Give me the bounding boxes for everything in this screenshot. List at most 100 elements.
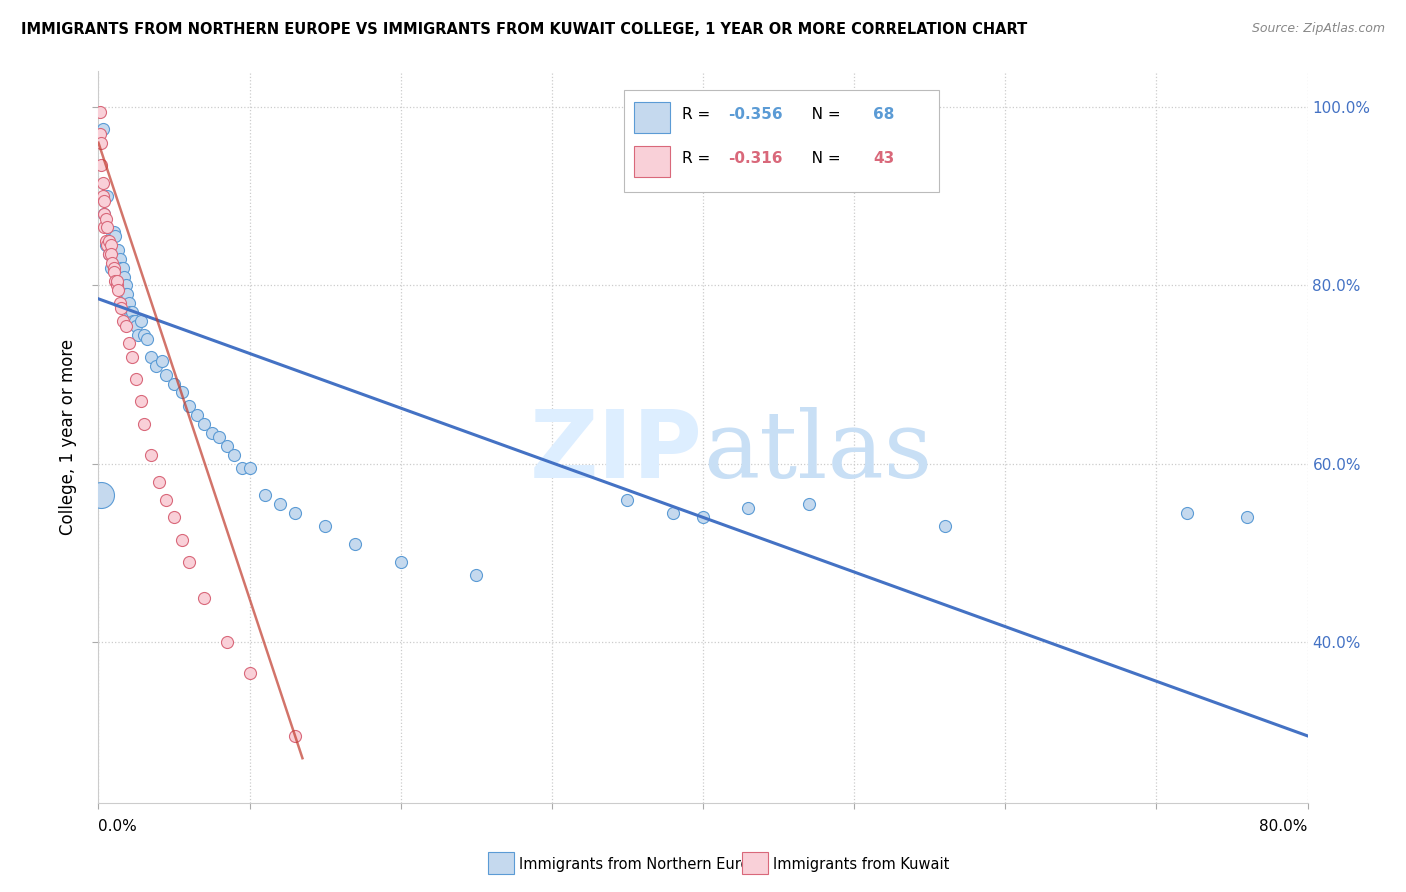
Point [98,247,121,261]
Point [90,488,112,502]
Point [150,354,173,368]
Bar [488,852,515,874]
Point [101,256,124,270]
Y-axis label: College, 1 year or more: College, 1 year or more [59,339,77,535]
Point [737,501,759,516]
Point [111,278,134,293]
Point [616,492,638,507]
Bar [634,146,671,177]
Point [129,394,152,409]
Point [105,243,128,257]
Point [179,555,201,569]
Point [155,368,177,382]
Point [215,635,238,649]
Point [179,399,201,413]
Point [661,506,683,520]
Point [284,729,307,743]
Point [98,234,121,248]
Point [145,359,167,373]
Point [121,305,143,319]
Point [193,417,215,431]
Point [93,220,115,235]
Text: N =: N = [797,107,846,122]
Point [125,318,148,333]
Point [91,176,114,190]
Bar [742,852,768,874]
Point [118,336,141,351]
Point [105,256,128,270]
Point [101,229,124,244]
Text: IMMIGRANTS FROM NORTHERN EUROPE VS IMMIGRANTS FROM KUWAIT COLLEGE, 1 YEAR OR MOR: IMMIGRANTS FROM NORTHERN EUROPE VS IMMIG… [21,22,1028,37]
Point [101,243,124,257]
Point [125,372,148,386]
Point [692,510,714,524]
Point [208,430,231,444]
Point [170,385,193,400]
Text: atlas: atlas [703,407,932,497]
Point [98,247,121,261]
Point [111,260,134,275]
Point [93,194,115,208]
Point [465,568,488,582]
Point [100,260,122,275]
Point [253,488,276,502]
Point [193,591,215,605]
Point [215,439,238,453]
Point [100,247,122,261]
Point [163,510,186,524]
Point [94,211,117,226]
Point [104,260,127,275]
Bar [634,102,671,133]
Point [121,350,143,364]
Point [107,283,129,297]
Point [112,269,135,284]
Point [284,506,307,520]
Point [100,238,122,252]
Point [105,278,128,293]
Point [110,278,132,293]
Point [108,278,131,293]
Point [107,243,129,257]
Point [132,327,155,342]
Point [155,492,177,507]
Point [118,296,141,310]
Point [108,296,131,310]
Point [104,229,127,244]
Point [89,104,111,119]
Point [135,332,157,346]
Point [797,497,820,511]
Point [90,136,112,150]
Point [934,519,956,533]
Point [94,234,117,248]
Text: 43: 43 [873,151,894,166]
Point [96,238,118,252]
Point [103,243,125,257]
Point [94,238,117,252]
Point [186,408,208,422]
Point [314,519,336,533]
Point [103,265,125,279]
Point [107,269,129,284]
Point [129,314,152,328]
Point [90,158,112,172]
Point [141,448,163,462]
Point [148,475,170,489]
Point [93,207,115,221]
Point [108,252,131,266]
Point [344,537,367,551]
Point [122,314,145,328]
Point [105,274,128,288]
Point [141,350,163,364]
Point [91,189,114,203]
Point [115,287,138,301]
Text: ZIP: ZIP [530,406,703,498]
Point [96,189,118,203]
Point [1175,506,1198,520]
Point [103,260,125,275]
Point [120,305,142,319]
Text: Immigrants from Northern Europe: Immigrants from Northern Europe [519,857,768,872]
Point [163,376,186,391]
Text: R =: R = [682,107,716,122]
Point [201,425,224,440]
Text: -0.356: -0.356 [728,107,783,122]
